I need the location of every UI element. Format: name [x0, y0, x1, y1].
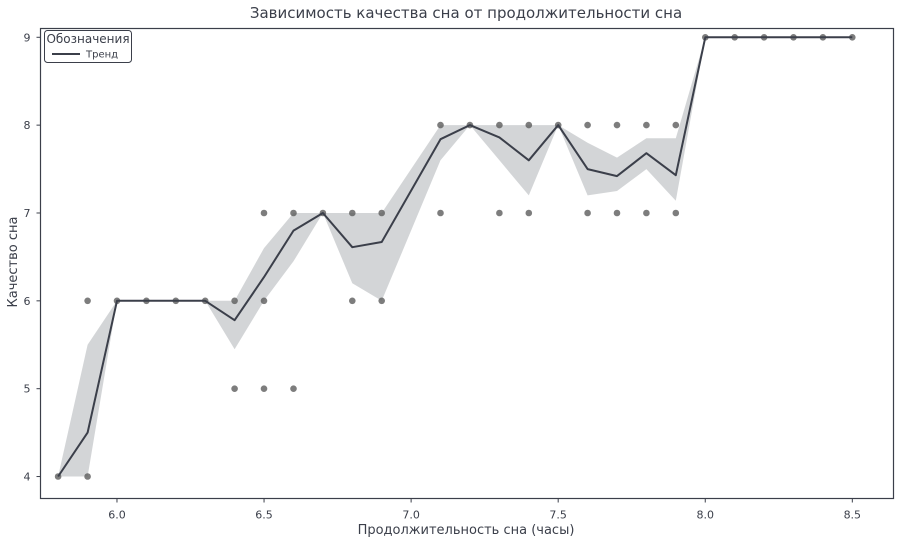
data-point	[378, 209, 386, 217]
y-tick-label: 7	[24, 207, 31, 220]
data-point	[378, 297, 386, 305]
data-point	[290, 385, 297, 393]
data-point	[84, 297, 91, 305]
y-tick-label: 9	[24, 31, 31, 44]
data-point	[349, 297, 356, 305]
y-tick-label: 4	[24, 471, 31, 484]
data-point	[437, 121, 444, 129]
legend-entry-trend: Тренд	[85, 50, 118, 61]
data-point	[349, 209, 356, 217]
data-point	[584, 121, 591, 129]
data-point	[672, 209, 680, 217]
data-point	[643, 121, 650, 129]
data-point	[260, 297, 268, 305]
data-point	[613, 121, 621, 129]
y-tick-label: 8	[24, 119, 31, 132]
chart-title: Зависимость качества сна от продолжитель…	[250, 4, 682, 22]
data-point	[643, 209, 650, 217]
y-axis-ticks: 4 5 6 7 8 9	[24, 31, 41, 484]
legend-title: Обозначения	[46, 32, 129, 46]
x-tick-label: 6.0	[108, 509, 126, 522]
scatter-points-layer	[54, 34, 856, 480]
data-point	[260, 209, 268, 217]
data-point	[613, 209, 621, 217]
data-point	[672, 121, 680, 129]
plot-frame	[39, 27, 895, 500]
data-point	[231, 385, 238, 393]
x-tick-label: 7.0	[402, 509, 420, 522]
trend-line-layer	[57, 36, 853, 478]
legend: Обозначения Тренд	[44, 30, 132, 63]
x-axis-ticks: 6.0 6.5 7.0 7.5 8.0 8.5	[108, 498, 862, 522]
data-point	[584, 209, 591, 217]
x-tick-label: 8.5	[844, 509, 862, 522]
confidence-band-layer	[58, 37, 853, 477]
data-point	[290, 209, 297, 217]
data-point	[525, 209, 533, 217]
data-point	[496, 209, 503, 217]
trend-line	[57, 36, 853, 478]
data-point	[84, 473, 91, 480]
y-tick-label: 5	[24, 383, 31, 396]
x-tick-label: 7.5	[549, 509, 567, 522]
x-tick-label: 8.0	[697, 509, 715, 522]
data-point	[437, 209, 444, 217]
x-tick-label: 6.5	[255, 509, 273, 522]
data-point	[496, 121, 503, 129]
confidence-band	[58, 37, 853, 477]
data-point	[525, 121, 533, 129]
y-axis-label: Качество сна	[6, 217, 21, 308]
data-point	[260, 385, 268, 393]
data-point	[231, 297, 238, 305]
x-axis-label: Продолжительность сна (часы)	[358, 523, 575, 538]
y-tick-label: 6	[24, 295, 31, 308]
